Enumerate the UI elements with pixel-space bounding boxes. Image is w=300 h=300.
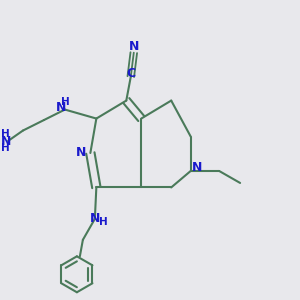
- Text: H: H: [61, 97, 70, 107]
- Text: N: N: [76, 146, 87, 160]
- Text: N: N: [56, 101, 66, 114]
- Text: N: N: [90, 212, 100, 225]
- Text: H: H: [1, 142, 10, 153]
- Text: H: H: [99, 217, 108, 227]
- Text: C: C: [126, 67, 135, 80]
- Text: N: N: [192, 161, 202, 175]
- Text: N: N: [129, 40, 139, 52]
- Text: N: N: [0, 134, 11, 148]
- Text: H: H: [1, 129, 10, 140]
